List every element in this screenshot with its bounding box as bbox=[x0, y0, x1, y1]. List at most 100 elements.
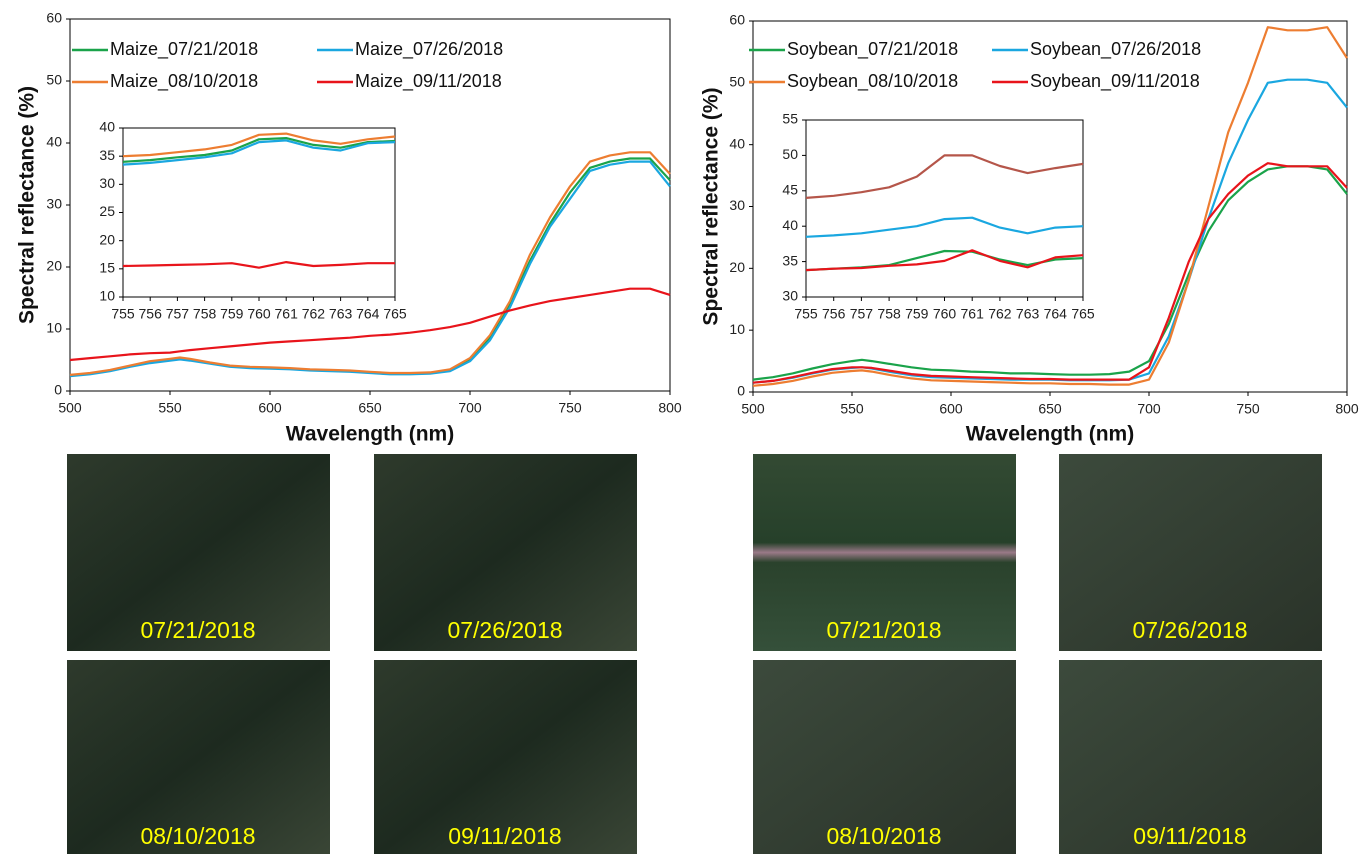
y-tick-label: 40 bbox=[729, 135, 745, 151]
y-tick-label: 35 bbox=[782, 252, 798, 268]
x-tick-label: 759 bbox=[905, 306, 929, 322]
y-tick-label: 60 bbox=[46, 10, 62, 26]
series-line bbox=[752, 26, 1348, 387]
series-line bbox=[805, 216, 1084, 238]
x-tick-label: 761 bbox=[961, 306, 985, 322]
x-tick-label: 765 bbox=[383, 306, 407, 322]
x-tick-label: 500 bbox=[58, 400, 82, 416]
series-line bbox=[69, 151, 671, 376]
x-tick-label: 764 bbox=[356, 306, 380, 322]
x-tick-label: 757 bbox=[166, 306, 190, 322]
x-tick-label: 800 bbox=[1335, 401, 1359, 417]
x-tick-label: 757 bbox=[850, 306, 874, 322]
photo bbox=[753, 454, 1016, 651]
photo-date: 07/21/2018 bbox=[140, 617, 255, 643]
series-line bbox=[122, 261, 395, 269]
legend-label: Soybean_07/21/2018 bbox=[787, 39, 958, 60]
y-tick-label: 25 bbox=[99, 203, 115, 219]
inset-frame bbox=[805, 119, 1084, 298]
y-tick-label: 0 bbox=[54, 382, 62, 398]
x-tick-label: 750 bbox=[1236, 401, 1260, 417]
x-tick-label: 600 bbox=[939, 401, 963, 417]
series-line bbox=[752, 165, 1348, 381]
legend-label: Maize_07/21/2018 bbox=[110, 39, 258, 60]
x-tick-label: 650 bbox=[358, 400, 382, 416]
legend-label: Soybean_07/26/2018 bbox=[1030, 39, 1201, 60]
photo-date: 07/21/2018 bbox=[826, 617, 941, 643]
photo bbox=[753, 660, 1016, 857]
x-tick-label: 800 bbox=[658, 400, 682, 416]
y-tick-label: 30 bbox=[46, 196, 62, 212]
legend-label: Maize_09/11/2018 bbox=[355, 71, 502, 92]
y-tick-label: 35 bbox=[99, 147, 115, 163]
x-axis-label: Wavelength (nm) bbox=[286, 423, 454, 446]
series-line bbox=[69, 160, 671, 378]
x-tick-label: 756 bbox=[139, 306, 163, 322]
x-tick-label: 765 bbox=[1071, 306, 1095, 322]
y-tick-label: 10 bbox=[46, 320, 62, 336]
x-tick-label: 762 bbox=[302, 306, 326, 322]
legend-label: Soybean_08/10/2018 bbox=[787, 71, 958, 92]
y-tick-label: 20 bbox=[99, 231, 115, 247]
series-line bbox=[805, 249, 1084, 272]
x-tick-label: 500 bbox=[741, 401, 765, 417]
x-tick-label: 600 bbox=[258, 400, 282, 416]
x-tick-label: 762 bbox=[988, 306, 1012, 322]
y-tick-label: 15 bbox=[99, 260, 115, 276]
y-tick-label: 10 bbox=[99, 288, 115, 304]
y-tick-label: 30 bbox=[99, 175, 115, 191]
x-tick-label: 760 bbox=[247, 306, 271, 322]
series-line bbox=[122, 139, 396, 166]
series-line bbox=[122, 137, 396, 163]
y-tick-label: 0 bbox=[737, 383, 745, 399]
series-line bbox=[805, 154, 1084, 199]
photo bbox=[67, 454, 330, 651]
y-tick-label: 50 bbox=[729, 74, 745, 90]
photo-date: 08/10/2018 bbox=[140, 823, 255, 849]
x-tick-label: 756 bbox=[822, 306, 846, 322]
photo-date: 09/11/2018 bbox=[448, 823, 561, 849]
inset-frame bbox=[122, 127, 396, 298]
y-tick-label: 50 bbox=[782, 146, 798, 162]
y-tick-label: 50 bbox=[46, 72, 62, 88]
x-axis-label: Wavelength (nm) bbox=[966, 423, 1134, 446]
x-tick-label: 758 bbox=[193, 306, 217, 322]
series-line bbox=[752, 162, 1348, 384]
legend-label: Maize_08/10/2018 bbox=[110, 71, 258, 92]
photo-date: 09/11/2018 bbox=[1133, 823, 1246, 849]
photo bbox=[1059, 660, 1322, 857]
y-axis-label: Spectral reflectance (%) bbox=[16, 86, 39, 324]
x-tick-label: 550 bbox=[840, 401, 864, 417]
y-tick-label: 40 bbox=[46, 134, 62, 150]
y-tick-label: 60 bbox=[729, 12, 745, 28]
x-tick-label: 758 bbox=[877, 306, 901, 322]
photo-date: 07/26/2018 bbox=[1132, 617, 1247, 643]
x-tick-label: 763 bbox=[329, 306, 353, 322]
x-tick-label: 700 bbox=[1137, 401, 1161, 417]
legend-label: Soybean_09/11/2018 bbox=[1030, 71, 1200, 92]
photo-date: 08/10/2018 bbox=[826, 823, 941, 849]
y-tick-label: 20 bbox=[46, 258, 62, 274]
photo bbox=[374, 454, 637, 651]
x-tick-label: 750 bbox=[558, 400, 582, 416]
x-tick-label: 763 bbox=[1016, 306, 1040, 322]
photo-date: 07/26/2018 bbox=[447, 617, 562, 643]
x-tick-label: 550 bbox=[158, 400, 182, 416]
photo bbox=[67, 660, 330, 857]
x-tick-label: 700 bbox=[458, 400, 482, 416]
x-tick-label: 761 bbox=[275, 306, 299, 322]
y-tick-label: 30 bbox=[729, 197, 745, 213]
x-tick-label: 760 bbox=[933, 306, 957, 322]
x-tick-label: 759 bbox=[220, 306, 244, 322]
y-tick-label: 20 bbox=[729, 259, 745, 275]
x-tick-label: 764 bbox=[1044, 306, 1068, 322]
legend-label: Maize_07/26/2018 bbox=[355, 39, 503, 60]
x-tick-label: 650 bbox=[1038, 401, 1062, 417]
x-tick-label: 755 bbox=[111, 306, 135, 322]
photo bbox=[1059, 454, 1322, 651]
photo bbox=[374, 660, 637, 857]
y-tick-label: 10 bbox=[729, 321, 745, 337]
y-tick-label: 40 bbox=[99, 119, 115, 135]
y-tick-label: 45 bbox=[782, 182, 798, 198]
